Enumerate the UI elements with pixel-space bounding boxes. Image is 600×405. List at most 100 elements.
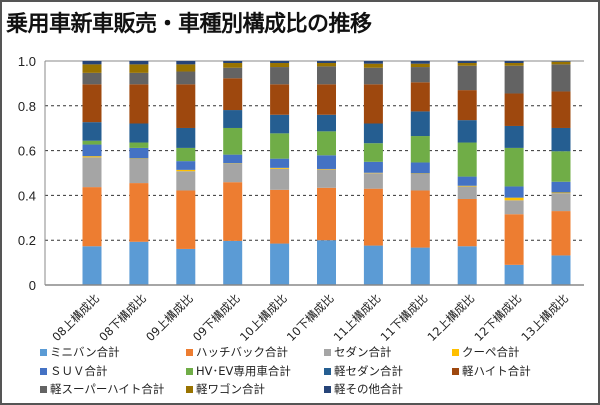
bar-segment-5-9 (504, 147, 524, 187)
bar-segment-10-1 (129, 61, 149, 65)
bar-segment-2-9 (504, 200, 524, 215)
bar-segment-3-2 (176, 169, 196, 172)
legend-swatch (452, 348, 459, 356)
legend-item: ハッチバック合計 (186, 344, 288, 360)
bar-segment-2-2 (176, 171, 196, 191)
bar-segment-9-1 (129, 64, 149, 73)
bar-segment-10-10 (551, 61, 571, 62)
bar-segment-4-1 (129, 147, 149, 159)
legend-swatch (186, 348, 193, 356)
legend-item: 軽セダン合計 (324, 363, 403, 379)
bar-segment-1-4 (270, 189, 290, 244)
bar-segment-7-3 (223, 78, 243, 111)
bar-segment-10-8 (457, 61, 477, 64)
x-tick-label: 13上構成比 (518, 291, 571, 344)
bar-segment-4-8 (457, 176, 477, 186)
bar-segment-8-3 (223, 67, 243, 79)
bar-segment-5-7 (410, 136, 430, 163)
bar-segment-4-6 (363, 161, 383, 173)
bar-segment-7-6 (363, 84, 383, 124)
x-tick-label: 10下構成比 (284, 291, 337, 344)
legend-label: 軽その他合計 (334, 382, 403, 396)
bar-segment-1-1 (129, 183, 149, 242)
bar-segment-6-3 (223, 110, 243, 128)
bar-segment-5-0 (82, 140, 102, 145)
bar-segment-4-4 (270, 158, 290, 168)
bar-segment-8-8 (457, 65, 477, 91)
bar-segment-9-6 (363, 63, 383, 68)
bar-segment-4-0 (82, 144, 102, 157)
legend-swatch (186, 385, 193, 393)
legend-item: セダン合計 (324, 344, 392, 360)
bar-segment-10-6 (363, 61, 383, 64)
bar-segment-2-8 (457, 186, 477, 199)
legend-label: 軽スーパーハイト合計 (50, 382, 165, 396)
bar-segment-2-1 (129, 158, 149, 184)
bar-segment-4-9 (504, 186, 524, 198)
bar-segment-8-4 (270, 67, 290, 85)
bar-segment-9-5 (317, 63, 336, 67)
bar-segment-10-4 (270, 61, 290, 64)
bar-segment-0-5 (317, 240, 336, 285)
bar-segment-0-1 (129, 241, 149, 285)
legend-item: 軽ハイト合計 (452, 363, 531, 379)
bar-segment-3-10 (551, 192, 571, 194)
legend-swatch (452, 367, 459, 375)
bar-segment-7-9 (504, 93, 524, 126)
bar-segment-0-6 (363, 245, 383, 285)
bar-segment-1-8 (457, 198, 477, 247)
legend-label: 軽セダン合計 (334, 364, 403, 378)
bar-segment-7-8 (457, 90, 477, 121)
bar-segment-1-9 (504, 214, 524, 265)
y-tick-label: 0.2 (18, 233, 36, 248)
bar-segment-4-7 (410, 162, 430, 174)
bar-segment-5-5 (317, 131, 336, 156)
bar-segment-5-8 (457, 142, 477, 177)
bar-segment-3-0 (82, 156, 102, 158)
bar-segment-0-3 (223, 240, 243, 285)
bar-segment-9-3 (223, 63, 243, 68)
bar-segment-6-4 (270, 114, 290, 134)
bar-segment-9-8 (457, 63, 477, 66)
bar-segment-2-4 (270, 168, 290, 190)
legend-label: セダン合計 (334, 345, 392, 359)
bar-segment-9-10 (551, 61, 571, 65)
x-tick-label: 10上構成比 (237, 291, 290, 344)
bar-segment-6-8 (457, 120, 477, 143)
bar-segment-2-3 (223, 163, 243, 183)
bar-segment-6-9 (504, 125, 524, 148)
legend-label: ミニバン合計 (50, 345, 120, 359)
legend-item: ＳＵＶ合計 (40, 363, 108, 379)
bar-segment-10-3 (223, 61, 243, 64)
bar-segment-1-3 (223, 182, 243, 241)
bar-segment-1-5 (317, 187, 336, 241)
bar-segment-7-5 (317, 84, 336, 115)
bar-segment-2-7 (410, 173, 430, 191)
bar-segment-7-4 (270, 84, 290, 115)
x-tick-label: 11上構成比 (331, 291, 384, 344)
bar-segment-2-5 (317, 169, 336, 188)
y-tick-label: 0.8 (18, 99, 36, 114)
bar-segment-7-1 (129, 84, 149, 124)
legend-item: 軽スーパーハイト合計 (40, 381, 164, 397)
bar-segment-10-5 (317, 61, 336, 64)
legend-item: クーペ合計 (452, 344, 520, 360)
legend-item: ミニバン合計 (40, 344, 120, 360)
legend-label: 軽ワゴン合計 (196, 382, 265, 396)
bar-segment-0-9 (504, 264, 524, 285)
bar-segment-6-1 (129, 123, 149, 143)
bar-segment-9-7 (410, 63, 430, 68)
bar-segment-2-6 (363, 173, 383, 189)
bar-segment-9-0 (82, 64, 102, 73)
bar-segment-6-5 (317, 114, 336, 132)
legend-item: HV･EV専用車合計 (186, 363, 291, 379)
x-tick-label: 12上構成比 (425, 291, 478, 344)
bar-segment-10-7 (410, 61, 430, 64)
y-tick-label: 0.4 (18, 188, 36, 203)
x-tick-label: 08上構成比 (49, 291, 102, 344)
bar-segment-9-2 (176, 64, 196, 72)
bar-segment-8-2 (176, 71, 196, 85)
bar-segment-4-10 (551, 181, 571, 193)
bar-segment-1-10 (551, 211, 571, 256)
bar-segment-0-2 (176, 248, 196, 285)
